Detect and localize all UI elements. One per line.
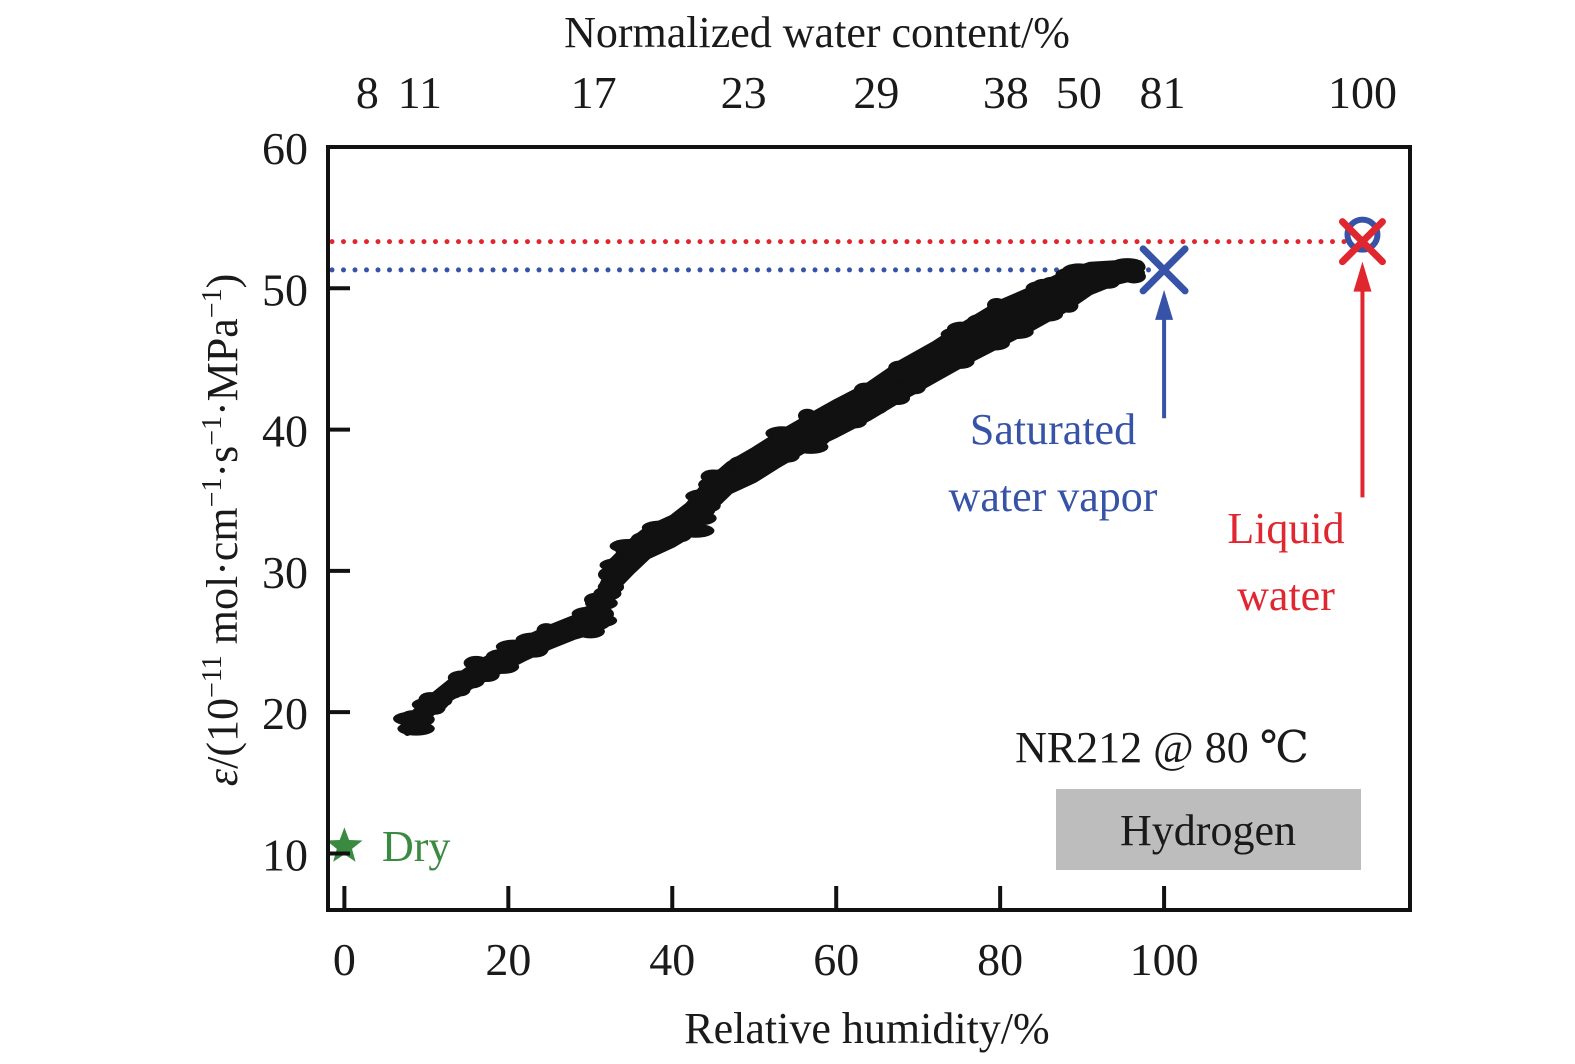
data-band-layer xyxy=(393,258,1146,736)
data-point xyxy=(927,350,948,365)
top-tick-label: 8 xyxy=(356,67,379,118)
data-point xyxy=(1008,307,1034,322)
data-point xyxy=(892,366,923,381)
y-tick-label: 60 xyxy=(262,123,308,174)
data-point xyxy=(420,692,444,707)
plot-frame xyxy=(326,145,1412,912)
data-point xyxy=(957,319,992,334)
data-point xyxy=(942,334,975,349)
condition-label: NR212 @ 80 ℃ xyxy=(1015,723,1309,772)
y-ticks: 10 20 30 40 50 60 xyxy=(262,123,350,880)
top-tick-label: 50 xyxy=(1056,67,1102,118)
data-point xyxy=(1032,278,1054,293)
x-tick-label: 100 xyxy=(1130,934,1199,985)
y-title-unit2: ·s xyxy=(198,446,247,478)
data-point xyxy=(837,394,871,409)
liquid-x-marker-stroke xyxy=(1338,218,1386,266)
liquid-arrow-head xyxy=(1353,261,1372,292)
top-axis-title: Normalized water content/% xyxy=(564,8,1070,57)
liquid-label-line2: water xyxy=(1237,571,1335,620)
data-point xyxy=(866,384,887,399)
y-title-exp1: −11 xyxy=(197,655,228,698)
data-point xyxy=(719,471,747,486)
y-title-symbol: ε xyxy=(198,768,247,786)
dry-label: Dry xyxy=(382,822,450,871)
data-point xyxy=(790,425,823,440)
data-point xyxy=(1121,260,1146,275)
x-axis-title: Relative humidity/% xyxy=(684,1004,1049,1053)
vapor-arrow-head xyxy=(1155,289,1174,320)
top-tick-label: 11 xyxy=(398,67,442,118)
dry-star-marker xyxy=(326,827,363,862)
data-point xyxy=(765,426,798,441)
data-point xyxy=(450,682,471,697)
data-point xyxy=(963,343,985,358)
y-tick-label: 30 xyxy=(262,547,308,598)
data-point xyxy=(1032,307,1064,322)
gas-badge-label: Hydrogen xyxy=(1120,806,1296,855)
top-tick-labels: 8 11 17 23 29 38 50 81 100 xyxy=(356,67,1397,118)
top-tick-label: 81 xyxy=(1139,67,1185,118)
data-point xyxy=(628,538,666,553)
vapor-label-line1: Saturated xyxy=(970,405,1136,454)
y-title-exp4: −1 xyxy=(197,288,228,318)
y-title-unit1: mol·cm xyxy=(198,507,247,655)
data-point xyxy=(986,297,1007,312)
data-point xyxy=(1054,289,1080,304)
data-point xyxy=(689,495,717,510)
top-tick-label: 29 xyxy=(853,67,899,118)
y-tick-label: 40 xyxy=(262,406,308,457)
y-axis-title: ε/(10−11 mol·cm−1·s−1·MPa−1) xyxy=(197,274,247,786)
y-title-exp3: −1 xyxy=(197,416,228,446)
liquid-circle-marker xyxy=(1344,216,1381,253)
y-title-unit3: ·MPa xyxy=(198,318,247,416)
marker-layer xyxy=(326,216,1386,862)
vapor-x-marker xyxy=(1139,245,1189,295)
vapor-x-marker-stroke xyxy=(1139,245,1189,295)
y-title-prefix: /(10 xyxy=(198,698,247,769)
y-title-suffix: ) xyxy=(198,274,247,289)
x-tick-label: 60 xyxy=(813,934,859,985)
x-tick-label: 20 xyxy=(485,934,531,985)
x-tick-label: 80 xyxy=(977,934,1023,985)
top-tick-label: 100 xyxy=(1328,67,1397,118)
x-tick-label: 0 xyxy=(333,934,356,985)
data-point xyxy=(490,660,509,675)
data-point xyxy=(945,354,975,369)
top-tick-label: 38 xyxy=(983,67,1029,118)
x-tick-label: 40 xyxy=(649,934,695,985)
top-tick-label: 23 xyxy=(721,67,767,118)
data-point xyxy=(777,448,800,463)
y-tick-label: 10 xyxy=(262,829,308,880)
top-tick-label: 17 xyxy=(571,67,617,118)
reference-lines xyxy=(329,239,1353,273)
data-point xyxy=(596,589,616,604)
data-point xyxy=(672,519,697,534)
liquid-x-marker xyxy=(1338,218,1386,266)
vapor-label-line2: water vapor xyxy=(949,472,1158,521)
y-title-exp2: −1 xyxy=(197,478,228,508)
data-point xyxy=(828,412,865,427)
x-ticks: 0 20 40 60 80 100 xyxy=(333,886,1199,985)
data-point xyxy=(994,326,1016,341)
data-point xyxy=(397,721,435,736)
data-point xyxy=(884,383,915,398)
gas-badge-bg xyxy=(1056,789,1361,870)
arrow-layer xyxy=(1155,261,1372,498)
y-tick-label: 50 xyxy=(262,264,308,315)
data-point xyxy=(798,408,817,423)
y-tick-label: 20 xyxy=(262,688,308,739)
liquid-label-line1: Liquid xyxy=(1227,504,1344,553)
